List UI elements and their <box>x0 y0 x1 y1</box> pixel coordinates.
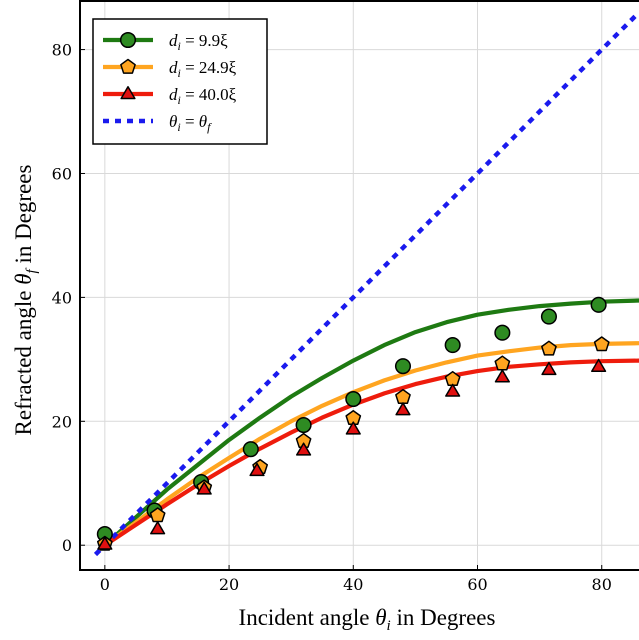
series-0-point <box>346 392 361 407</box>
series-0-point <box>591 298 606 313</box>
x-tick-label: 40 <box>343 575 363 594</box>
series-0-point <box>244 442 259 457</box>
x-tick-label: 20 <box>219 575 239 594</box>
series-2-point <box>446 384 460 396</box>
x-axis-label: Incident angle θi in Degrees <box>239 605 496 634</box>
y-tick-label: 80 <box>52 41 72 60</box>
series-line-2 <box>105 361 639 546</box>
y-tick-label: 20 <box>52 412 72 431</box>
series-2-point <box>396 403 410 415</box>
y-tick-label: 60 <box>52 164 72 183</box>
x-tick-label: 60 <box>467 575 487 594</box>
series-1-point <box>595 337 609 351</box>
y-tick-label: 40 <box>52 288 72 307</box>
y-tick-label: 0 <box>62 536 72 555</box>
legend-label: θi = θf <box>169 112 212 134</box>
x-tick-label: 80 <box>592 575 612 594</box>
legend-marker <box>121 33 136 48</box>
series-2-point <box>151 522 165 534</box>
series-0-point <box>396 359 411 374</box>
series-1-point <box>396 390 410 404</box>
series-1-point <box>495 356 509 370</box>
series-line-1 <box>105 343 639 545</box>
series-1-point <box>542 341 556 355</box>
series-0-point <box>495 325 510 340</box>
series-2-point <box>496 370 510 382</box>
y-axis-label: Refracted angle θf in Degrees <box>11 164 40 435</box>
series-0-point <box>542 309 557 324</box>
series-0-point <box>296 418 311 433</box>
x-tick-label: 0 <box>100 575 110 594</box>
series-0-point <box>445 338 460 353</box>
series-line-0 <box>105 301 639 546</box>
